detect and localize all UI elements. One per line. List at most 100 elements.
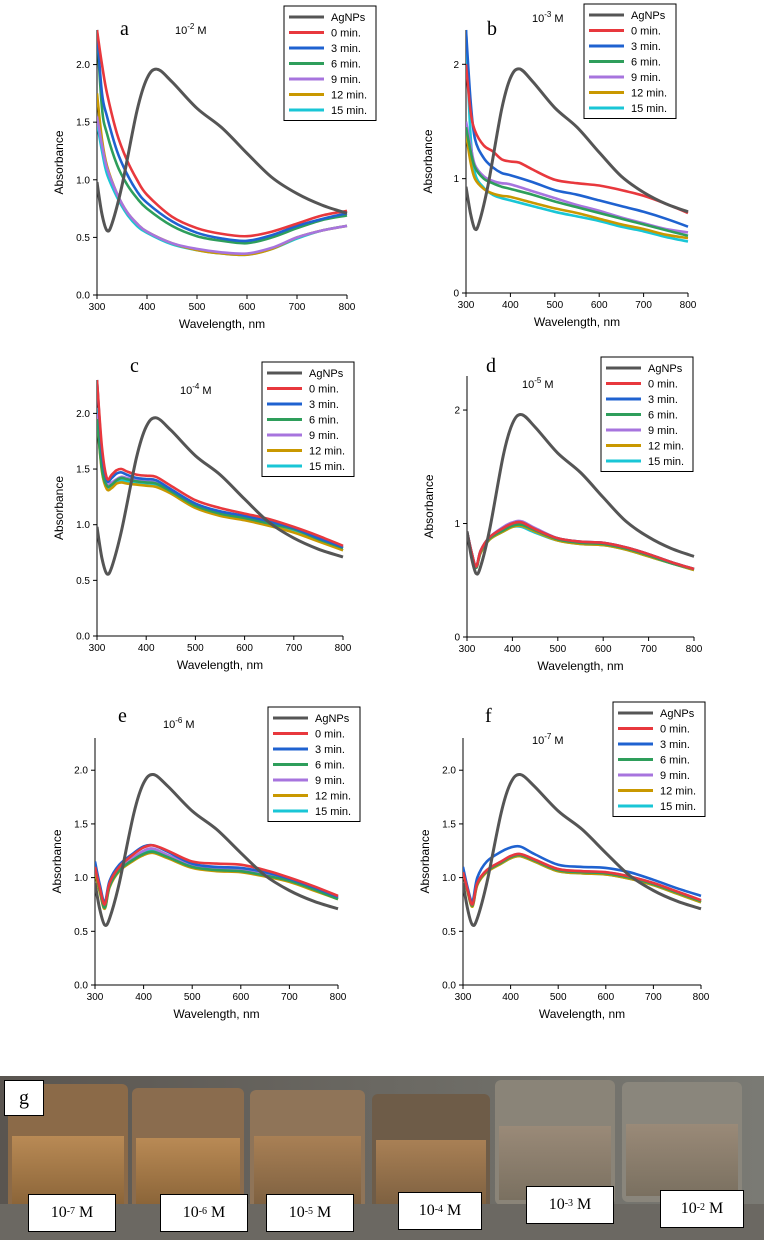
legend-entry: 15 min. <box>660 801 696 813</box>
chart-panel-b: 300 400 500 600 700 800 0 1 2 Wavelength, nm Absor… <box>421 3 697 329</box>
y-tick-label: 0.0 <box>76 291 90 302</box>
x-tick-label: 300 <box>458 300 475 311</box>
x-tick-label: 800 <box>330 992 347 1003</box>
series-group <box>97 29 348 257</box>
x-tick-label: 500 <box>546 300 563 311</box>
y-tick-label: 0.0 <box>74 981 88 992</box>
legend-entry: 9 min. <box>315 775 345 787</box>
x-axis-label: Wavelength, nm <box>539 1007 625 1021</box>
legend-entry: 9 min. <box>331 74 361 86</box>
legend-entry: 0 min. <box>631 26 661 38</box>
legend-entry: AgNPs <box>631 10 666 22</box>
y-tick-label: 1.5 <box>76 465 90 476</box>
legend-entry: 6 min. <box>648 410 678 422</box>
legend-entry: 3 min. <box>660 739 690 751</box>
series-group <box>95 772 339 927</box>
y-tick-label: 1.0 <box>442 873 456 884</box>
chart-panel-c: 300 400 500 600 700 800 0.0 0.5 1.0 1.5 2.0 Wavelen… <box>52 355 355 672</box>
panel-letter-d: d <box>486 355 496 377</box>
x-tick-label: 500 <box>549 644 566 655</box>
legend-entry: 9 min. <box>648 425 678 437</box>
vial-label-1e-7: 10 -7 M <box>28 1194 116 1232</box>
conc-exponent: -5 <box>534 376 542 385</box>
legend-entry: 0 min. <box>331 28 361 40</box>
legend: AgNPs 0 min. 3 min. 6 min. 9 min. 12 min. 15 m… <box>612 701 706 817</box>
x-axis-label: Wavelength, nm <box>534 315 620 329</box>
y-tick-label: 2.0 <box>76 60 90 71</box>
y-tick-label: 0 <box>453 289 459 300</box>
series-group <box>97 379 344 576</box>
y-tick-label: 1 <box>453 174 459 185</box>
series-group <box>466 29 689 243</box>
conc-base: 10 <box>180 385 192 397</box>
x-tick-label: 800 <box>335 643 352 654</box>
series-line-6-min <box>467 523 695 571</box>
series-line-12-min <box>466 132 689 240</box>
x-tick-label: 600 <box>232 992 249 1003</box>
x-tick-label: 400 <box>504 644 521 655</box>
x-tick-label: 600 <box>591 300 608 311</box>
conc-exponent: -3 <box>544 10 552 19</box>
x-tick-label: 700 <box>285 643 302 654</box>
series-line-0-min <box>466 64 689 215</box>
legend-entry: 3 min. <box>331 43 361 55</box>
concentration-label: 10-7 M <box>532 732 564 747</box>
conc-unit: M <box>202 385 211 397</box>
conc-base: 10 <box>522 379 534 391</box>
legend-entry: 3 min. <box>315 744 345 756</box>
legend-entry: AgNPs <box>648 363 683 375</box>
x-tick-label: 700 <box>281 992 298 1003</box>
y-axis-label: Absorbance <box>52 476 66 540</box>
x-tick-label: 500 <box>550 992 567 1003</box>
conc-unit: M <box>197 25 206 37</box>
y-axis-label: Absorbance <box>52 130 66 194</box>
y-tick-label: 1.0 <box>76 175 90 186</box>
legend-entry: 6 min. <box>331 59 361 71</box>
series-group <box>463 772 702 927</box>
x-tick-label: 500 <box>189 302 206 313</box>
legend-entry: 15 min. <box>631 103 667 115</box>
series-line-agnps <box>463 772 702 927</box>
x-tick-label: 600 <box>239 302 256 313</box>
vials-photo-panel: g 10 -7 M 10 -6 M 10 -5 M 10 -4 M 10 -3 M 10-… <box>0 1076 764 1240</box>
legend-entry: AgNPs <box>309 368 344 380</box>
legend-entry: AgNPs <box>660 708 695 720</box>
x-tick-label: 700 <box>289 302 306 313</box>
y-tick-label: 0.0 <box>76 632 90 643</box>
panel-letter-g: g <box>4 1080 44 1116</box>
concentration-label: 10-5 M <box>522 376 554 391</box>
conc-exponent: -4 <box>192 382 200 391</box>
legend-entry: 6 min. <box>631 57 661 69</box>
y-tick-label: 1.0 <box>76 520 90 531</box>
vial-label-1e-4: 10 -4 M <box>398 1192 482 1230</box>
chart-panel-d: 300 400 500 600 700 800 0 1 2 Wavelength, nm Absor… <box>422 355 703 673</box>
y-tick-label: 1.5 <box>76 118 90 129</box>
legend-entry: 3 min. <box>648 394 678 406</box>
vial-label-1e-5: 10 -5 M <box>266 1194 354 1232</box>
y-tick-label: 2.0 <box>76 409 90 420</box>
legend-entry: 6 min. <box>315 760 345 772</box>
y-tick-label: 2 <box>453 60 459 71</box>
conc-unit: M <box>554 13 563 25</box>
y-axis-label: Absorbance <box>421 129 435 193</box>
legend-entry: 6 min. <box>660 755 690 767</box>
legend-entry: 15 min. <box>331 105 367 117</box>
chart-panel-e: 300 400 500 600 700 800 0.0 0.5 1.0 1.5 2.0 Wavelen… <box>50 705 361 1021</box>
panel-letter-b: b <box>487 18 497 40</box>
panel-letter-e: e <box>118 705 127 727</box>
legend-entry: 3 min. <box>309 399 339 411</box>
conc-base: 10 <box>532 735 544 747</box>
legend: AgNPs 0 min. 3 min. 6 min. 9 min. 12 min. 15 m… <box>267 706 361 822</box>
y-tick-label: 1.0 <box>74 873 88 884</box>
x-axis-label: Wavelength, nm <box>173 1007 259 1021</box>
x-tick-label: 300 <box>89 302 106 313</box>
legend-entry: 6 min. <box>309 415 339 427</box>
series-line-3-min <box>466 29 689 228</box>
vial-label-1e-6: 10 -6 M <box>160 1194 248 1232</box>
conc-base: 10 <box>163 719 175 731</box>
y-tick-label: 0.5 <box>442 927 456 938</box>
y-tick-label: 2.0 <box>442 766 456 777</box>
legend-entry: 9 min. <box>660 770 690 782</box>
x-tick-label: 300 <box>89 643 106 654</box>
panel-letter-c: c <box>130 355 139 377</box>
